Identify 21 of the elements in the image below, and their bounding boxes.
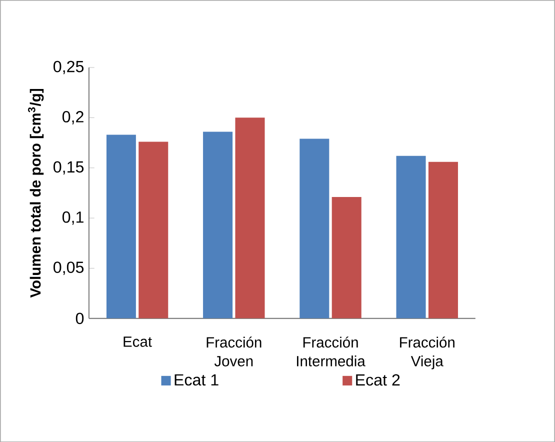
y-tick-label: 0 [76,312,84,324]
y-tick-label: 0,05 [54,261,84,275]
y-tick-label: 0,1 [62,211,84,225]
y-tick-label: 0,25 [54,60,84,74]
bar [138,142,168,318]
bar [428,162,458,318]
bar [332,196,362,318]
bar [235,118,265,318]
y-tick-label: 0,15 [54,161,84,174]
y-tick-label: 0,2 [62,110,84,124]
legend-label: Ecat 1 [174,374,218,386]
bar [106,134,136,318]
x-tick-label: Fracción Vieja [400,336,454,370]
x-tick-label: Fracción Intermedia [297,336,366,366]
bar [396,156,426,318]
x-tick-label: Fracción Joven [206,336,262,366]
bar [300,138,330,318]
legend-label: Ecat 2 [356,374,400,386]
y-axis-title: Volumen total de poro [cm$^{3}$/g] [28,88,44,298]
bar [203,132,233,318]
x-tick-label: Ecat [124,336,152,347]
